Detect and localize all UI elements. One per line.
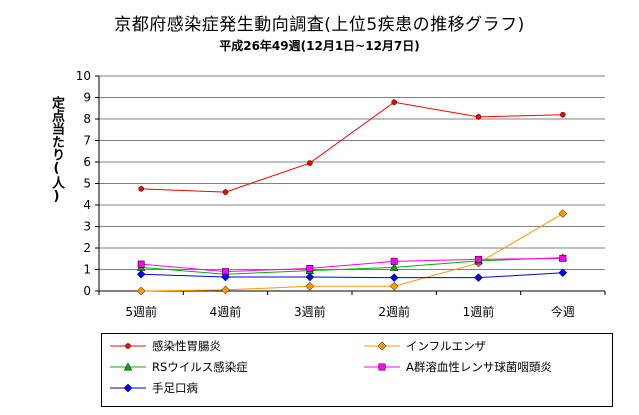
series-line xyxy=(141,257,563,275)
data-point xyxy=(474,273,483,283)
data-point xyxy=(307,160,313,166)
y-axis-label: 定点当たり(人) xyxy=(49,96,64,204)
y-tick-label: 1 xyxy=(83,263,91,277)
y-tick-label: 4 xyxy=(83,198,91,212)
y-tick-label: 2 xyxy=(83,241,91,255)
y-tick-label: 5 xyxy=(83,177,91,191)
data-point xyxy=(390,257,398,265)
data-point xyxy=(305,272,315,282)
legend-label: RSウイルス感染症 xyxy=(152,360,248,374)
legend-marker xyxy=(123,362,133,371)
data-point xyxy=(389,281,399,291)
y-tick-label: 0 xyxy=(83,284,91,298)
data-point xyxy=(558,268,568,278)
y-tick-label: 10 xyxy=(76,69,91,83)
x-tick-label: 3週前 xyxy=(294,304,326,319)
data-point xyxy=(305,281,315,291)
data-point xyxy=(558,209,568,218)
legend-swatch xyxy=(110,343,146,349)
data-point xyxy=(221,272,230,282)
legend-swatch xyxy=(110,383,146,393)
y-tick-label: 3 xyxy=(83,220,91,234)
data-point xyxy=(475,255,482,263)
x-tick-label: 4週前 xyxy=(210,304,242,319)
legend-label: A群溶血性レンサ球菌咽頭炎 xyxy=(406,360,552,374)
x-tick-label: 今週 xyxy=(551,304,575,319)
legend-swatch xyxy=(110,362,146,371)
data-point xyxy=(137,260,145,268)
data-point xyxy=(136,269,146,279)
data-point xyxy=(136,286,146,296)
data-point xyxy=(559,254,567,262)
data-point xyxy=(221,285,230,295)
data-point xyxy=(560,111,566,118)
data-point xyxy=(138,186,144,192)
x-tick-label: 5週前 xyxy=(125,304,157,319)
chart-title: 京都府感染症発生動向調査(上位5疾患の推移グラフ) xyxy=(114,15,525,35)
legend-marker xyxy=(378,363,386,371)
legend-label: 感染性胃腸炎 xyxy=(152,339,221,353)
x-tick-label: 1週前 xyxy=(463,304,495,319)
series-line xyxy=(141,272,563,279)
legend-label: 手足口病 xyxy=(152,381,198,395)
legend-swatch xyxy=(364,363,400,371)
data-point xyxy=(389,273,399,283)
legend-marker xyxy=(377,341,387,351)
y-tick-label: 7 xyxy=(83,134,91,148)
legend-label: インフルエンザ xyxy=(406,339,487,353)
plot-area: 0 1 2 3 4 5 6 7 8 9 10 5週前 4週前 3週前 2週前 1週前 今週 xyxy=(76,69,606,319)
legend: 感染性胃腸炎 インフルエンザ RSウイルス感染症 A群溶血性レンサ球菌咽頭炎手足口病 xyxy=(101,333,613,407)
data-point xyxy=(222,189,229,195)
y-tick-label: 9 xyxy=(83,91,91,105)
chart-subtitle: 平成26年49週(12月1日~12月7日) xyxy=(219,39,420,53)
legend-marker xyxy=(125,343,131,349)
data-point xyxy=(475,114,482,120)
legend-swatch xyxy=(364,341,400,351)
series-line xyxy=(141,213,564,292)
series-line xyxy=(141,101,563,193)
legend-marker xyxy=(123,383,133,393)
series-line xyxy=(141,257,563,273)
x-tick-label: 2週前 xyxy=(378,304,410,319)
data-point xyxy=(389,262,399,271)
data-point xyxy=(306,264,314,272)
y-tick-label: 8 xyxy=(83,112,91,126)
data-point xyxy=(391,99,397,106)
y-tick-label: 6 xyxy=(83,155,91,169)
